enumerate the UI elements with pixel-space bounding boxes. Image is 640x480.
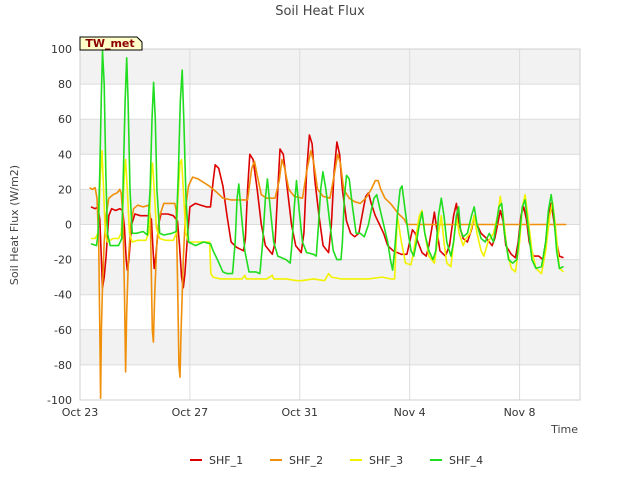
- site-label-box: [79, 36, 143, 51]
- x-tick-label: Oct 27: [172, 406, 209, 419]
- y-tick-label: 20: [58, 183, 72, 196]
- site-label-badge: TW_met: [79, 36, 143, 51]
- y-axis-ticks: -100 -80 -60 -40 -20 0 20 40 60 80 100: [47, 43, 72, 407]
- plot-border: [79, 48, 581, 401]
- y-tick-label: -40: [54, 289, 72, 302]
- x-tick-label: Nov 4: [394, 406, 426, 419]
- y-axis-label: Soil Heat Flux (W/m2): [8, 165, 21, 285]
- y-tick-label: 100: [51, 43, 72, 56]
- y-tick-label: -60: [54, 324, 72, 337]
- series-layer: [89, 50, 567, 399]
- site-label-text: TW_met: [85, 37, 134, 50]
- y-tick-label: -100: [47, 394, 72, 407]
- y-tick-label: 80: [58, 78, 72, 91]
- chart-title: Soil Heat Flux: [275, 4, 365, 19]
- plot-band: [80, 49, 580, 85]
- x-tick-label: Oct 23: [62, 406, 99, 419]
- plot-band: [80, 119, 580, 155]
- y-tick-label: 0: [65, 219, 72, 232]
- grid-lines: [79, 48, 581, 401]
- legend: SHF_1 SHF_2 SHF_3 SHF_4: [190, 454, 483, 467]
- y-tick-label: 60: [58, 113, 72, 126]
- y-tick-label: 40: [58, 148, 72, 161]
- legend-label: SHF_3: [369, 454, 403, 467]
- series-line-shf-1: [90, 134, 564, 289]
- x-axis-ticks: Oct 23 Oct 27 Oct 31 Nov 4 Nov 8: [62, 406, 536, 419]
- x-axis-label: Time: [550, 423, 578, 436]
- y-tick-label: -20: [54, 254, 72, 267]
- plot-band: [80, 259, 580, 295]
- series-line-shf-4: [90, 50, 564, 275]
- legend-label: SHF_2: [289, 454, 323, 467]
- x-tick-label: Oct 31: [282, 406, 319, 419]
- plot-band: [80, 329, 580, 365]
- legend-label: SHF_1: [209, 454, 243, 467]
- y-tick-label: -80: [54, 359, 72, 372]
- x-tick-label: Nov 8: [504, 406, 536, 419]
- legend-label: SHF_4: [449, 454, 483, 467]
